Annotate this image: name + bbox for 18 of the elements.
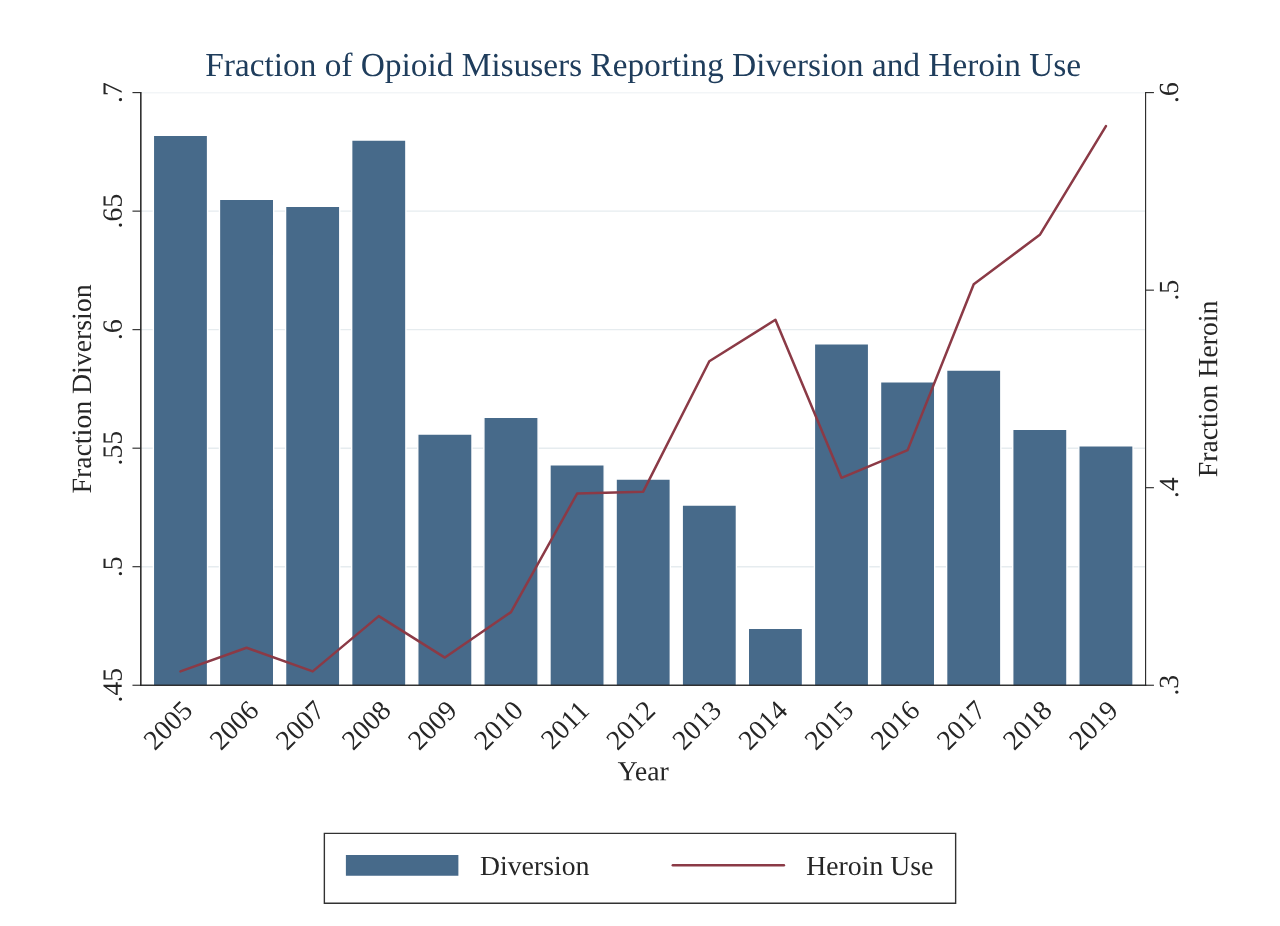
y-tick-label: .6 bbox=[103, 320, 123, 339]
y2-tick-label: .5 bbox=[1159, 280, 1179, 299]
y-axis-title: Fraction Diversion bbox=[72, 284, 92, 493]
y-tick-label: .55 bbox=[103, 431, 123, 464]
y-tick-label: .7 bbox=[103, 82, 123, 102]
x-axis-title: Year bbox=[617, 762, 669, 781]
chart-title: Fraction of Opioid Misusers Reporting Diversion and Heroin Use bbox=[206, 52, 1080, 84]
y-tick-label: .65 bbox=[103, 194, 123, 227]
x-tick-label: 2011 bbox=[539, 700, 590, 750]
y-tick-label: .45 bbox=[103, 668, 123, 701]
y2-tick-label: .4 bbox=[1159, 477, 1179, 497]
legend-label: Diversion bbox=[480, 856, 590, 876]
y2-axis-title: Fraction Heroin bbox=[1198, 301, 1218, 477]
y2-tick-label: .3 bbox=[1159, 675, 1179, 694]
y2-tick-label: .6 bbox=[1159, 83, 1179, 102]
legend-label: Heroin Use bbox=[806, 856, 933, 876]
y-tick-label: .5 bbox=[103, 557, 123, 576]
line-series bbox=[179, 124, 1108, 673]
